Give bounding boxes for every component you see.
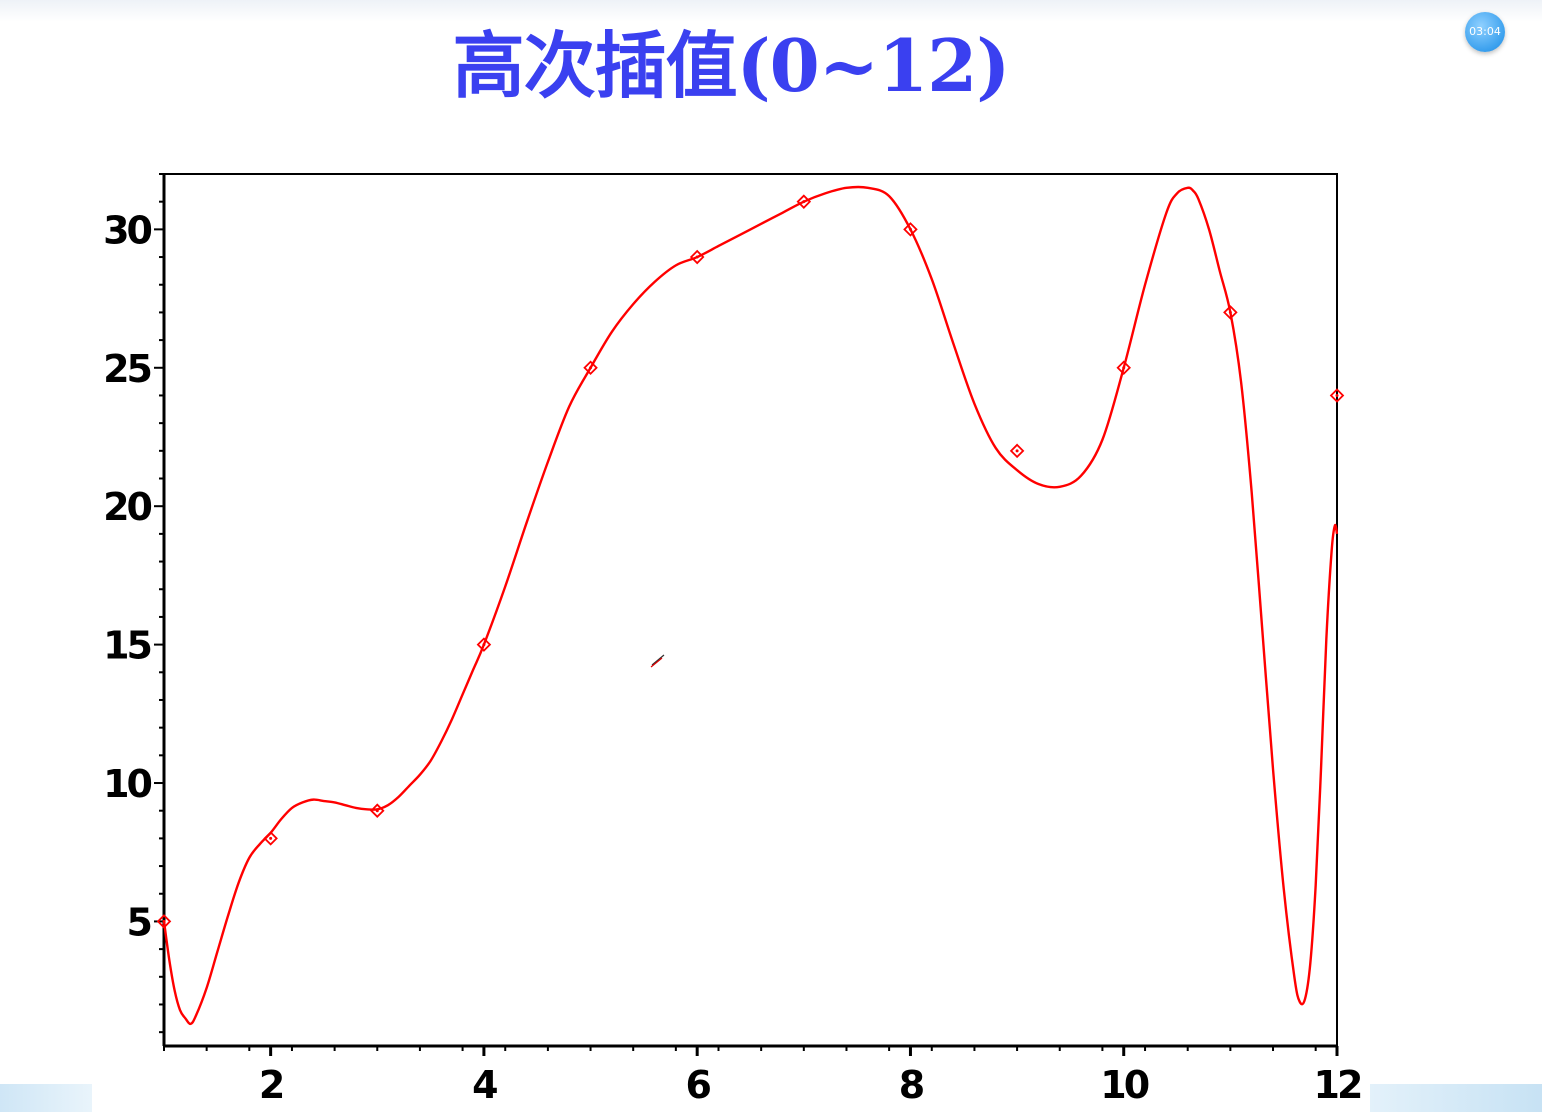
data-point-dot	[802, 200, 806, 204]
data-point-dot	[1335, 393, 1339, 397]
data-point-dot	[908, 227, 912, 231]
data-point-marker	[476, 637, 492, 652]
data-point-dot	[1228, 310, 1232, 314]
data-point-dot	[482, 643, 486, 647]
y-tick-label: 5	[127, 900, 151, 944]
data-point-marker	[369, 803, 385, 818]
x-tick-label: 10	[1100, 1063, 1148, 1107]
x-tick-label: 6	[685, 1063, 710, 1107]
interpolation-curve	[162, 185, 1339, 1026]
y-tick-label: 10	[103, 762, 151, 806]
data-point-marker	[796, 194, 812, 209]
data-point-dot	[1122, 366, 1126, 370]
data-point-marker	[1223, 305, 1238, 320]
data-point-dot	[162, 919, 166, 923]
x-tick-label: 8	[899, 1063, 924, 1107]
y-tick-label: 20	[103, 485, 151, 529]
data-point-marker	[263, 831, 278, 846]
slide-top-band	[0, 0, 1542, 22]
x-tick-label: 2	[259, 1063, 283, 1107]
data-point-marker	[689, 249, 705, 265]
slide-title: 高次插值(0~12)	[452, 23, 1011, 108]
y-tick-label: 15	[103, 624, 150, 668]
taskbar-strip-right	[1370, 1084, 1542, 1112]
x-tick-label: 4	[472, 1063, 497, 1107]
cursor-icon	[650, 654, 665, 668]
data-point-dot	[269, 836, 273, 840]
plot-frame	[163, 173, 1338, 1047]
data-point-dot	[1015, 449, 1019, 453]
data-point-dot	[375, 809, 379, 813]
x-tick-label: 12	[1314, 1063, 1361, 1107]
data-point-marker	[1009, 443, 1025, 459]
taskbar-strip-left	[0, 1084, 92, 1112]
data-point-dot	[695, 255, 699, 259]
data-point-marker	[156, 914, 172, 929]
data-point-marker	[583, 360, 598, 376]
data-point-marker	[1329, 388, 1345, 403]
y-tick-label: 25	[103, 347, 150, 391]
data-point-marker	[903, 222, 918, 237]
timer-badge[interactable]: 03:04	[1465, 12, 1505, 52]
data-point-dot	[589, 366, 593, 370]
data-point-marker	[1116, 360, 1132, 376]
y-tick-label: 30	[103, 208, 151, 252]
